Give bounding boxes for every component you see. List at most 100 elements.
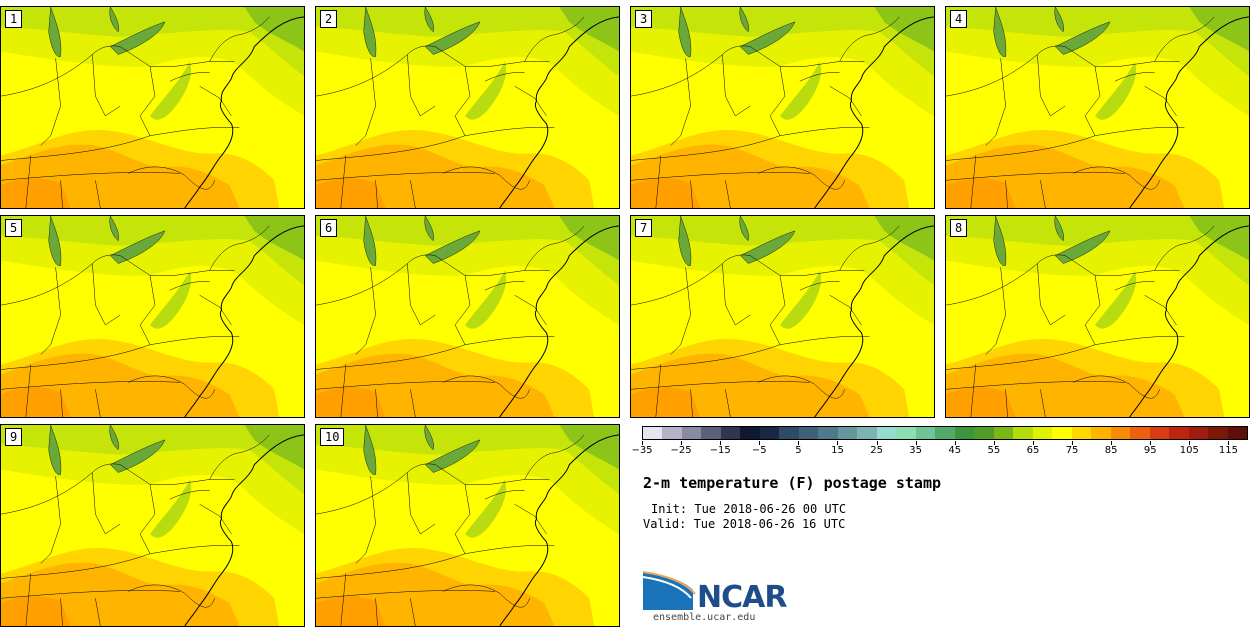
colorbar-tick-label: −25 [670,445,692,456]
colorbar-tick-mark [993,441,995,445]
colorbar-bin [876,427,897,439]
member-label: 2 [320,10,338,28]
member-panel-10: 10 [315,424,620,627]
colorbar-bin [1149,427,1170,439]
colorbar-bin [681,427,702,439]
member-label: 5 [5,219,23,237]
temperature-map [316,216,619,417]
member-panel-4: 4 [945,6,1250,209]
member-label: 10 [320,428,345,446]
colorbar [642,426,1248,440]
colorbar-bin [1188,427,1209,439]
colorbar-tick-mark [954,441,956,445]
member-panel-1: 1 [0,6,305,209]
colorbar-tick-label: 105 [1179,445,1199,456]
colorbar-bin [974,427,994,439]
colorbar-tick-mark [876,441,878,445]
colorbar-bin [896,427,916,439]
colorbar-tick-label: −35 [631,445,653,456]
temperature-map [946,216,1249,417]
colorbar-tick-label: 25 [870,445,883,456]
colorbar-bin [1032,427,1053,439]
colorbar-bin [857,427,877,439]
colorbar-bin [954,427,975,439]
valid-time: Valid: Tue 2018-06-26 16 UTC [643,517,846,531]
colorbar-tick-label: −5 [751,445,767,456]
colorbar-bin [1091,427,1111,439]
colorbar-bin [720,427,741,439]
colorbar-tick-mark [1072,441,1074,445]
member-label: 7 [635,219,653,237]
colorbar-bin [701,427,721,439]
colorbar-bin [1052,427,1072,439]
colorbar-bin [779,427,799,439]
colorbar-tick-label: 65 [1026,445,1040,456]
colorbar-tick-mark [1189,441,1191,445]
colorbar-tick-mark [798,441,800,445]
colorbar-bin [740,427,760,439]
colorbar-bin [1208,427,1228,439]
colorbar-tick-label: 5 [795,445,802,456]
colorbar-bin [837,427,858,439]
member-panel-5: 5 [0,215,305,418]
colorbar-bin [915,427,936,439]
colorbar-tick-label: 75 [1065,445,1079,456]
colorbar-tick-mark [915,441,917,445]
member-panel-2: 2 [315,6,620,209]
colorbar-bin [1013,427,1033,439]
colorbar-tick-mark [720,441,722,445]
temperature-map [1,425,304,626]
temperature-map [631,7,934,208]
member-panel-3: 3 [630,6,935,209]
colorbar-bin [1110,427,1131,439]
colorbar-bin [1169,427,1189,439]
temperature-map [946,7,1249,208]
temperature-map [1,216,304,417]
colorbar-tick-mark [1111,441,1113,445]
colorbar-tick-mark [1228,441,1230,445]
colorbar-tick-label: 95 [1143,445,1157,456]
member-label: 4 [950,10,968,28]
temperature-map [316,7,619,208]
colorbar-tick-label: 35 [909,445,923,456]
colorbar-tick-mark [1150,441,1152,445]
colorbar-bin [1130,427,1150,439]
temperature-map [1,7,304,208]
colorbar-bin [759,427,780,439]
member-label: 6 [320,219,338,237]
colorbar-tick-mark [681,441,683,445]
colorbar-bin [643,427,663,439]
colorbar-bin [1071,427,1092,439]
temperature-map [316,425,619,626]
colorbar-tick-mark [642,441,643,445]
colorbar-tick-label: 45 [948,445,962,456]
colorbar-bin [662,427,682,439]
website-url: ensemble.ucar.edu [653,612,756,623]
colorbar-tick-label: −15 [709,445,731,456]
member-label: 1 [5,10,23,28]
colorbar-tick-label: 15 [831,445,844,456]
figure-title: 2-m temperature (F) postage stamp [643,474,942,492]
colorbar-bin [818,427,838,439]
colorbar-bin [1227,427,1248,439]
colorbar-tick-label: 115 [1218,445,1238,456]
colorbar-bin [798,427,819,439]
member-label: 9 [5,428,23,446]
ncar-logo-icon [643,571,696,610]
colorbar-bin [935,427,955,439]
colorbar-bin [993,427,1014,439]
temperature-map [631,216,934,417]
ncar-logo-text: NCAR [697,580,787,615]
member-panel-9: 9 [0,424,305,627]
member-panel-8: 8 [945,215,1250,418]
member-label: 8 [950,219,968,237]
colorbar-tick-mark [759,441,761,445]
member-panel-7: 7 [630,215,935,418]
init-time: Init: Tue 2018-06-26 00 UTC [651,502,847,516]
colorbar-tick-mark [1032,441,1034,445]
colorbar-tick-label: 55 [987,445,1001,456]
member-label: 3 [635,10,653,28]
colorbar-tick-mark [837,441,839,445]
member-panel-6: 6 [315,215,620,418]
colorbar-tick-label: 85 [1104,445,1118,456]
